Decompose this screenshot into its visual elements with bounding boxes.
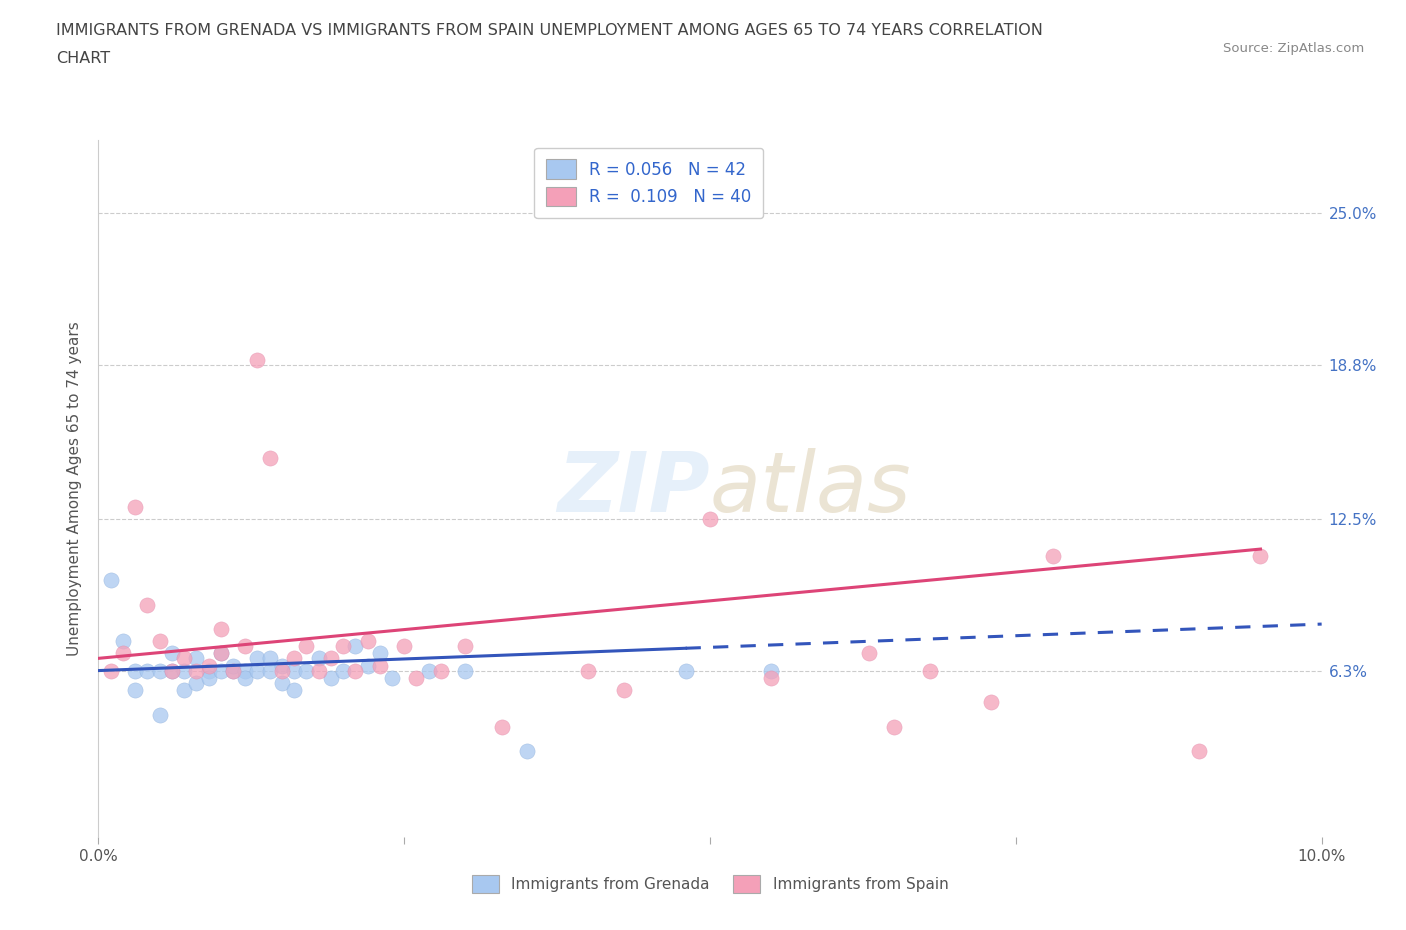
Point	[699, 512, 721, 526]
Point	[1188, 744, 1211, 759]
Point	[392, 639, 416, 654]
Point	[222, 663, 245, 678]
Point	[319, 651, 342, 666]
Point	[516, 744, 538, 759]
Legend: Immigrants from Grenada, Immigrants from Spain: Immigrants from Grenada, Immigrants from…	[465, 870, 955, 899]
Point	[246, 651, 269, 666]
Point	[149, 663, 172, 678]
Point	[270, 663, 292, 678]
Point	[368, 658, 391, 673]
Point	[259, 651, 281, 666]
Point	[283, 683, 305, 698]
Point	[173, 663, 195, 678]
Point	[283, 651, 305, 666]
Point	[100, 573, 122, 588]
Point	[308, 663, 330, 678]
Point	[149, 633, 172, 648]
Point	[613, 683, 636, 698]
Point	[136, 663, 159, 678]
Point	[233, 671, 256, 685]
Point	[920, 663, 942, 678]
Point	[222, 658, 245, 673]
Point	[209, 621, 232, 636]
Point	[209, 646, 232, 661]
Text: Source: ZipAtlas.com: Source: ZipAtlas.com	[1223, 42, 1364, 55]
Point	[675, 663, 697, 678]
Text: IMMIGRANTS FROM GRENADA VS IMMIGRANTS FROM SPAIN UNEMPLOYMENT AMONG AGES 65 TO 7: IMMIGRANTS FROM GRENADA VS IMMIGRANTS FR…	[56, 23, 1043, 38]
Point	[197, 663, 219, 678]
Point	[405, 671, 427, 685]
Point	[160, 663, 183, 678]
Point	[381, 671, 404, 685]
Point	[246, 663, 269, 678]
Point	[222, 663, 245, 678]
Point	[124, 683, 146, 698]
Point	[759, 671, 782, 685]
Point	[100, 663, 122, 678]
Point	[283, 663, 305, 678]
Point	[356, 633, 378, 648]
Point	[136, 597, 159, 612]
Point	[759, 663, 782, 678]
Point	[209, 646, 232, 661]
Point	[295, 639, 318, 654]
Point	[124, 499, 146, 514]
Point	[209, 663, 232, 678]
Point	[491, 720, 513, 735]
Point	[173, 651, 195, 666]
Point	[149, 707, 172, 722]
Text: atlas: atlas	[710, 447, 911, 529]
Point	[1249, 548, 1271, 563]
Point	[332, 663, 354, 678]
Point	[883, 720, 905, 735]
Point	[124, 663, 146, 678]
Text: CHART: CHART	[56, 51, 110, 66]
Point	[430, 663, 453, 678]
Point	[186, 663, 208, 678]
Point	[344, 663, 367, 678]
Point	[197, 658, 219, 673]
Point	[858, 646, 880, 661]
Point	[233, 663, 256, 678]
Point	[173, 683, 195, 698]
Point	[454, 639, 477, 654]
Point	[160, 646, 183, 661]
Point	[356, 658, 378, 673]
Point	[344, 639, 367, 654]
Point	[233, 639, 256, 654]
Point	[980, 695, 1002, 710]
Point	[186, 651, 208, 666]
Point	[259, 450, 281, 465]
Point	[576, 663, 599, 678]
Point	[295, 663, 318, 678]
Y-axis label: Unemployment Among Ages 65 to 74 years: Unemployment Among Ages 65 to 74 years	[67, 321, 83, 656]
Point	[270, 675, 292, 690]
Point	[308, 651, 330, 666]
Point	[246, 352, 269, 367]
Point	[332, 639, 354, 654]
Point	[1042, 548, 1064, 563]
Point	[259, 663, 281, 678]
Point	[186, 675, 208, 690]
Point	[270, 658, 292, 673]
Point	[197, 671, 219, 685]
Point	[454, 663, 477, 678]
Point	[111, 633, 134, 648]
Text: ZIP: ZIP	[557, 447, 710, 529]
Point	[160, 663, 183, 678]
Point	[319, 671, 342, 685]
Point	[111, 646, 134, 661]
Point	[418, 663, 440, 678]
Point	[368, 646, 391, 661]
